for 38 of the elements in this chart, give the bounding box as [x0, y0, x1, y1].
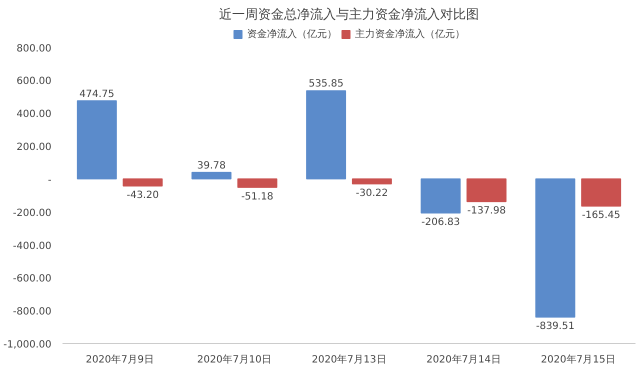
bar [237, 178, 278, 188]
y-tick-label: -800.00 [12, 306, 52, 318]
data-label: -30.22 [356, 188, 388, 199]
x-tick-label: 2020年7月10日 [197, 354, 272, 366]
bar [466, 178, 506, 202]
y-tick-label: -1,000.00 [3, 340, 52, 350]
chart-title: 近一周资金总净流入与主力资金净流入对比图 [219, 6, 479, 22]
x-tick-label: 2020年7月15日 [540, 354, 616, 366]
y-tick-label: 200.00 [16, 142, 52, 153]
data-label: 474.75 [79, 88, 114, 100]
legend-label: 资金净流入（亿元） [247, 28, 337, 41]
y-tick-label: -600.00 [12, 274, 52, 285]
bar [192, 172, 232, 180]
bar [76, 100, 117, 180]
data-label: -206.83 [421, 216, 460, 228]
data-label: -839.51 [536, 321, 575, 332]
data-label: 535.85 [308, 78, 344, 90]
x-tick-label: 2020年7月9日 [86, 354, 154, 366]
legend-label: 主力资金净流入（亿元） [355, 28, 465, 41]
y-tick-label: 800.00 [16, 43, 52, 54]
data-label: -137.98 [467, 206, 506, 217]
bar [535, 178, 576, 318]
x-tick-label: 2020年7月14日 [426, 354, 501, 366]
y-tick-label: -400.00 [12, 240, 52, 252]
data-label: 39.78 [197, 160, 226, 172]
x-tick-label: 2020年7月13日 [312, 354, 386, 366]
bar [420, 178, 461, 214]
y-tick-label: - [48, 174, 52, 186]
data-label: -165.45 [582, 210, 620, 222]
y-tick-label: 400.00 [16, 109, 52, 120]
bar [122, 178, 163, 187]
bar [581, 178, 622, 207]
bar [352, 178, 392, 184]
y-tick-label: -200.00 [12, 208, 52, 219]
y-tick-label: 600.00 [16, 76, 52, 88]
data-label: -43.20 [126, 190, 159, 202]
data-label: -51.18 [241, 191, 274, 202]
bar [306, 90, 346, 180]
